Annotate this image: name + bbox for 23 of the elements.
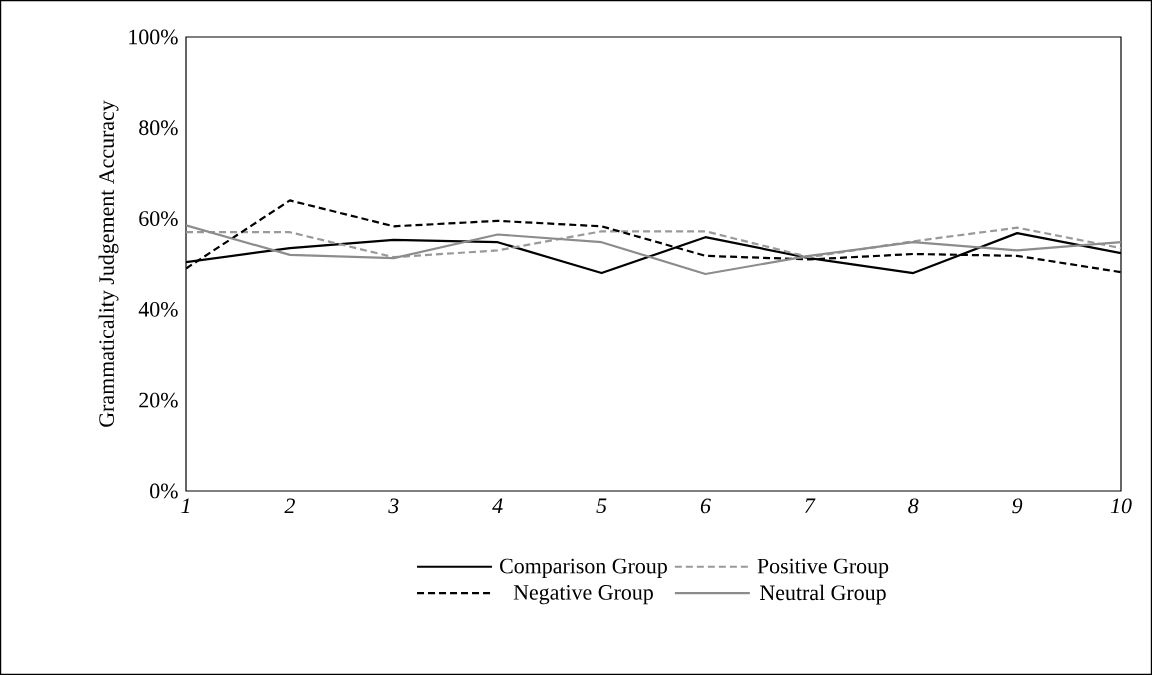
x-tick-label: 2 (284, 498, 295, 514)
x-tick-label: 7 (805, 498, 816, 513)
x-tick-label: 10 (1110, 498, 1132, 514)
legend-label: Negative Group (513, 585, 653, 605)
y-tick-label: 40% (138, 301, 178, 317)
legend-label: Positive Group (757, 558, 889, 578)
x-tick-label: 8 (908, 498, 919, 514)
x-tick-label: 9 (1012, 498, 1023, 514)
line-series (186, 226, 1121, 259)
x-tick-label: 4 (492, 498, 503, 513)
y-tick-label: 60% (139, 211, 178, 227)
y-tick-label: 100% (129, 29, 178, 45)
x-tick-label: 5 (596, 498, 607, 514)
line-series (186, 224, 1121, 276)
x-tick-label: 6 (700, 498, 711, 514)
x-tick-label: 1 (181, 498, 190, 513)
y-tick-label: 20% (139, 392, 178, 408)
legend-label: Comparison Group (500, 558, 667, 578)
legend-label: Neutral Group (760, 584, 886, 605)
y-tick-label: 0% (150, 483, 178, 499)
y-axis-title: Grammaticality Judgement Accuracy (98, 100, 119, 427)
y-tick-label: 80% (139, 120, 178, 136)
x-tick-label: 3 (388, 498, 399, 514)
